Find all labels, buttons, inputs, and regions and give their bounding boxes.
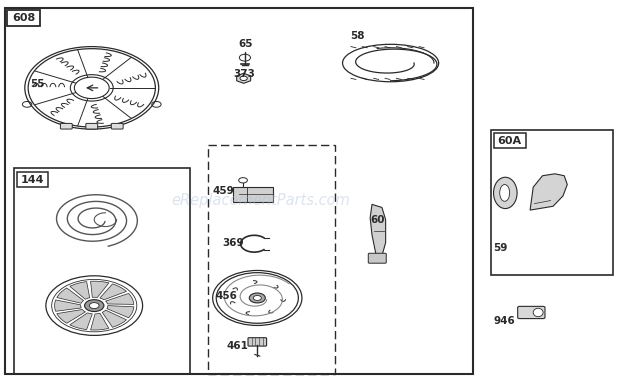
Text: 144: 144 [20,175,44,185]
Text: 369: 369 [222,238,244,248]
Ellipse shape [494,177,517,209]
FancyBboxPatch shape [494,133,526,148]
Text: 373: 373 [234,70,255,79]
Text: 65: 65 [238,39,252,49]
Text: 456: 456 [215,291,237,301]
Polygon shape [105,293,134,304]
Polygon shape [100,284,126,300]
Text: 59: 59 [493,243,507,253]
Bar [208,145,335,374]
Polygon shape [91,313,109,330]
FancyBboxPatch shape [86,123,98,129]
Polygon shape [237,73,250,83]
Text: 461: 461 [226,341,248,351]
Polygon shape [70,313,92,330]
Text: 946: 946 [494,316,515,326]
Ellipse shape [500,185,510,201]
FancyBboxPatch shape [111,123,123,129]
Text: 60: 60 [371,215,385,225]
Circle shape [84,299,104,312]
Polygon shape [91,281,109,298]
Text: 58: 58 [350,31,365,41]
Polygon shape [57,309,86,323]
Polygon shape [57,288,84,303]
Circle shape [89,303,99,309]
Circle shape [240,76,247,81]
FancyBboxPatch shape [232,187,273,202]
FancyBboxPatch shape [60,123,73,129]
Text: 55: 55 [30,79,44,89]
Polygon shape [70,282,90,299]
Polygon shape [370,204,386,260]
Text: eReplacementParts.com: eReplacementParts.com [171,193,350,208]
Polygon shape [102,310,126,327]
Polygon shape [107,306,134,318]
Ellipse shape [533,308,543,317]
Text: 459: 459 [212,186,234,196]
Text: 608: 608 [12,13,35,23]
FancyBboxPatch shape [7,10,40,26]
FancyBboxPatch shape [248,338,267,346]
Circle shape [254,296,261,300]
Polygon shape [530,174,567,210]
FancyBboxPatch shape [17,172,48,187]
Polygon shape [55,300,81,311]
Bar [491,130,613,275]
FancyBboxPatch shape [518,306,545,319]
Bar [14,168,190,374]
Bar [5,8,473,374]
FancyBboxPatch shape [368,253,386,263]
Text: 60A: 60A [498,136,521,146]
Circle shape [249,293,265,303]
